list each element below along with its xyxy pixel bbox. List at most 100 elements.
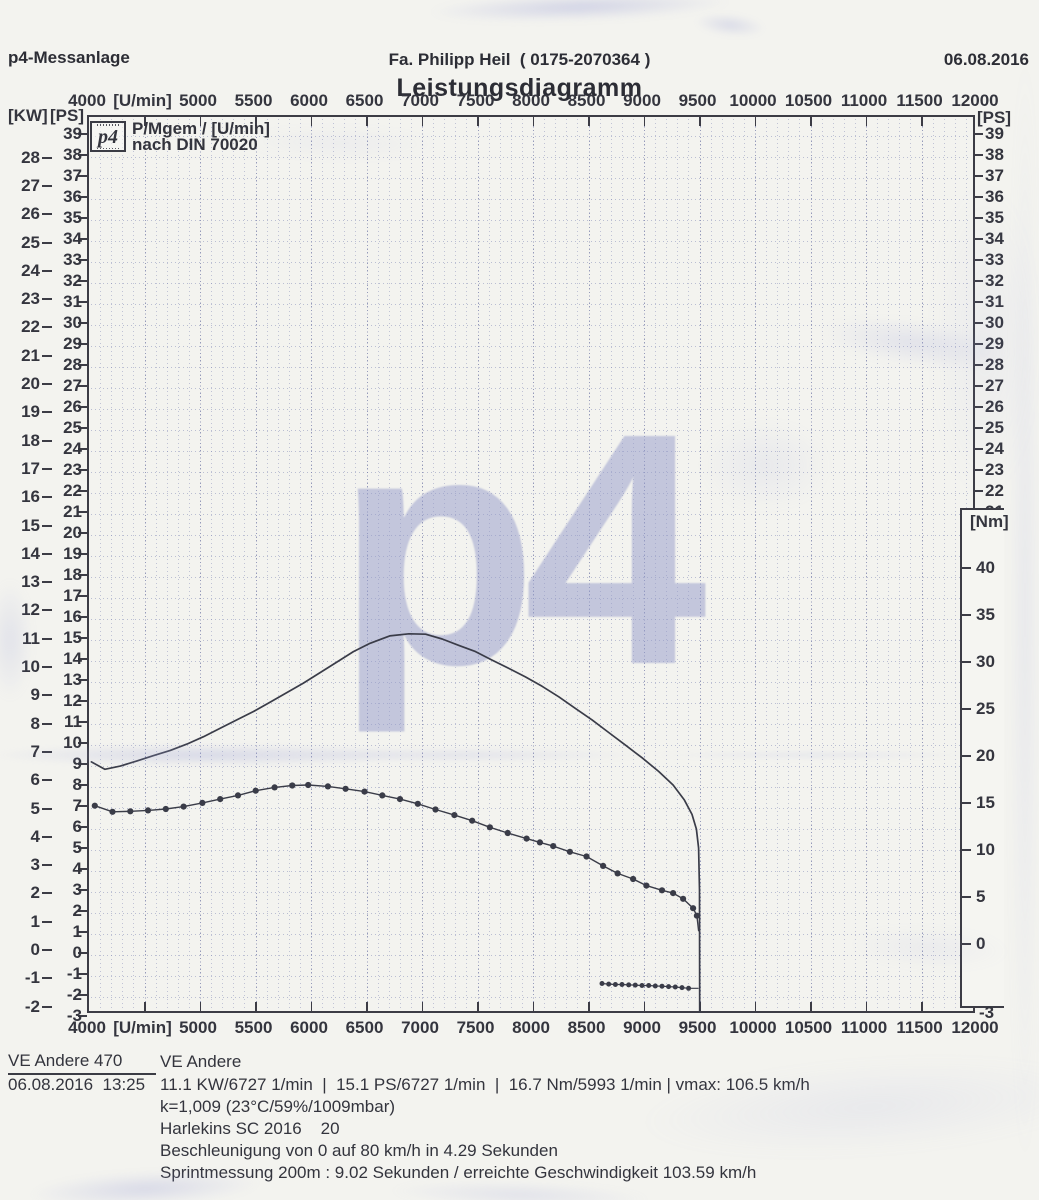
- grid-line-horizontal: [91, 136, 971, 137]
- x-axis-major-tick: [310, 117, 313, 126]
- kw-axis-label: 12: [21, 600, 40, 620]
- grid-line-horizontal: [91, 598, 971, 599]
- ps-left-axis-label: 9: [72, 754, 82, 773]
- ps-left-axis-label: 23: [63, 460, 82, 479]
- x-axis-label-top: 4000: [68, 91, 106, 110]
- grid-line-horizontal: [91, 766, 971, 767]
- grid-line-vertical: [466, 119, 468, 1009]
- ps-left-axis-label: 26: [63, 397, 82, 416]
- drag-curve-marker: [606, 981, 612, 987]
- ps-left-axis-tick: [78, 406, 87, 408]
- x-axis-major-tick: [810, 1002, 812, 1011]
- kw-axis-tick: [42, 977, 52, 980]
- x-axis-major-tick: [865, 1002, 868, 1011]
- grid-line-vertical: [854, 119, 856, 1009]
- kw-axis-tick: [42, 213, 52, 216]
- ps-left-axis-label: 16: [63, 607, 82, 626]
- x-axis-major-tick: [588, 1002, 590, 1011]
- x-axis-label-bottom: 8000: [512, 1018, 550, 1037]
- kw-axis-tick: [42, 298, 52, 301]
- ps-right-axis-tick: [975, 301, 983, 303]
- grid-line-vertical: [155, 119, 157, 1009]
- ps-left-axis-tick: [78, 616, 87, 618]
- kw-axis-label: 17: [21, 458, 40, 478]
- kw-axis-tick: [42, 411, 52, 414]
- grid-line-horizontal: [91, 388, 971, 389]
- ps-left-axis-label: 15: [63, 628, 82, 647]
- grid-line-horizontal: [91, 661, 971, 662]
- ps-left-axis-label: 24: [63, 439, 82, 458]
- x-axis-major-tick: [477, 1002, 479, 1011]
- ps-left-axis-tick: [78, 784, 87, 786]
- torque-curve-marker: [252, 787, 259, 794]
- x-axis-label-top: 5000: [179, 91, 217, 110]
- grid-line-horizontal: [91, 577, 971, 578]
- grid-line-vertical: [188, 119, 190, 1009]
- kw-axis-tick: [42, 750, 52, 753]
- footer-vehicle-id: VE Andere 470: [8, 1051, 158, 1075]
- nm-axis-tick: [962, 849, 971, 851]
- ps-right-axis-tick: [975, 406, 983, 408]
- ps-left-axis-label: 11: [64, 712, 82, 731]
- torque-curve-marker: [271, 784, 278, 791]
- ps-right-axis-label: 31: [985, 292, 1004, 311]
- x-axis-major-tick: [366, 1002, 368, 1011]
- kw-axis-label: 14: [21, 543, 40, 563]
- grid-line-vertical: [699, 119, 701, 1009]
- grid-line-vertical: [311, 119, 312, 1009]
- grid-line-vertical: [621, 119, 623, 1009]
- ps-left-axis-label: 12: [63, 691, 82, 710]
- scan-smudge: [637, 1046, 1039, 1168]
- torque-curve-marker: [643, 882, 650, 889]
- drag-curve-marker: [619, 982, 625, 987]
- x-axis-label-bottom: 4000: [68, 1018, 106, 1037]
- grid-line-vertical: [510, 119, 512, 1009]
- grid-line-vertical: [688, 119, 690, 1009]
- ps-left-axis-label: 7: [72, 796, 82, 815]
- kw-axis-label: 11: [22, 628, 40, 648]
- drag-curve-marker: [646, 983, 652, 988]
- grid-line-horizontal: [91, 283, 971, 284]
- footer-datetime: 06.08.2016 13:25: [8, 1075, 146, 1094]
- ps-left-axis-tick: [78, 385, 87, 387]
- drag-curve-marker: [679, 985, 685, 991]
- ps-left-axis-label: 25: [63, 418, 82, 437]
- ps-left-axis-tick: [78, 343, 87, 345]
- ps-left-axis-tick: [78, 427, 87, 429]
- ps-left-axis-label: 33: [63, 250, 82, 269]
- grid-line-vertical: [133, 119, 135, 1009]
- x-axis-label-bottom: 11500: [896, 1018, 943, 1037]
- x-axis-label-top: 6000: [290, 91, 328, 110]
- nm-axis-tick: [962, 567, 971, 569]
- grid-line-horizontal: [91, 157, 971, 158]
- grid-line-vertical: [266, 119, 268, 1009]
- kw-axis-label: 28: [21, 147, 40, 167]
- legend-norm-label: nach DIN 70020: [132, 135, 258, 154]
- grid-line-horizontal: [91, 367, 971, 368]
- grid-line-vertical: [477, 119, 479, 1009]
- scan-smudge: [429, 0, 731, 26]
- grid-line-vertical: [433, 119, 435, 1009]
- grid-line-horizontal: [91, 430, 971, 431]
- x-axis-label-bottom: 10000: [729, 1018, 777, 1037]
- ps-right-axis-label: 38: [985, 145, 1004, 164]
- ps-left-axis-label: 6: [72, 817, 82, 836]
- x-axis-label-top: 7000: [401, 91, 439, 110]
- kw-axis-label: 27: [21, 175, 40, 195]
- ps-left-axis-tick: [78, 532, 87, 534]
- torque-curve-marker: [324, 783, 331, 790]
- ps-right-axis-tick: [975, 259, 983, 261]
- kw-axis-tick: [42, 609, 52, 612]
- grid-line-vertical: [788, 119, 790, 1009]
- ps-left-axis-label: 28: [63, 355, 82, 374]
- ps-right-axis-tick: [975, 154, 983, 156]
- ps-left-axis-tick: [78, 280, 87, 282]
- nm-axis: [Nm] 40 35 30 25 20 15 10 5 0: [960, 508, 1009, 1008]
- grid-line-vertical: [644, 119, 645, 1009]
- grid-line-horizontal: [91, 850, 971, 851]
- ps-left-axis-tick: [78, 595, 87, 597]
- torque-curve-marker: [127, 808, 134, 815]
- nm-axis-label: 35: [976, 605, 995, 624]
- x-axis-major-tick: [865, 117, 868, 126]
- kw-axis-label: 25: [21, 232, 40, 252]
